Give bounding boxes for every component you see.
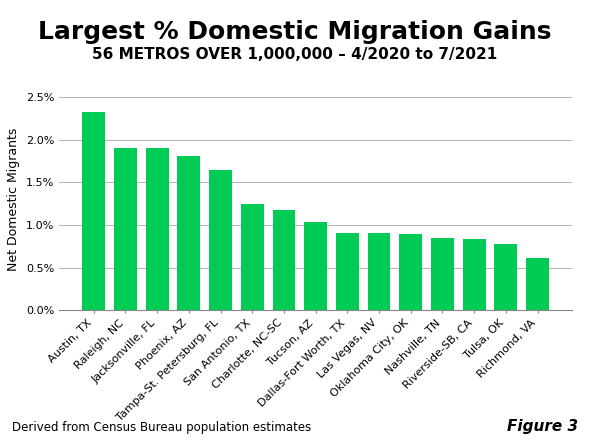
- Bar: [241, 204, 264, 310]
- Bar: [368, 233, 391, 310]
- Y-axis label: Net Domestic Migrants: Net Domestic Migrants: [7, 128, 20, 271]
- Bar: [431, 238, 454, 310]
- Bar: [178, 156, 200, 310]
- Text: Derived from Census Bureau population estimates: Derived from Census Bureau population es…: [12, 421, 311, 434]
- Text: Largest % Domestic Migration Gains: Largest % Domestic Migration Gains: [38, 20, 552, 44]
- Text: Figure 3: Figure 3: [507, 419, 578, 434]
- Bar: [273, 210, 296, 310]
- Bar: [304, 222, 327, 310]
- Bar: [114, 148, 137, 310]
- Bar: [209, 170, 232, 310]
- Bar: [336, 233, 359, 310]
- Bar: [494, 244, 517, 310]
- Bar: [83, 112, 105, 310]
- Bar: [526, 258, 549, 310]
- Bar: [463, 238, 486, 310]
- Bar: [146, 148, 169, 310]
- Bar: [399, 234, 422, 310]
- Text: 56 METROS OVER 1,000,000 – 4/2020 to 7/2021: 56 METROS OVER 1,000,000 – 4/2020 to 7/2…: [93, 47, 497, 62]
